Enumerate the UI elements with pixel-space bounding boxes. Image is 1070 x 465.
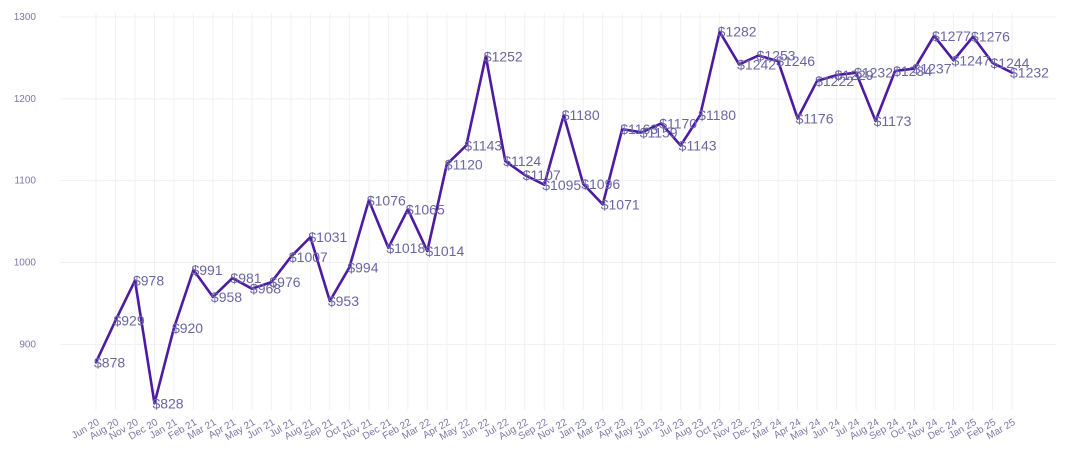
data-label: $1229: [835, 67, 874, 83]
data-label: $1170: [659, 115, 697, 131]
data-label: $1252: [484, 48, 523, 64]
data-label: $1180: [562, 107, 600, 123]
data-label: $1173: [874, 113, 912, 129]
data-label: $1282: [718, 24, 757, 40]
data-label: $1107: [523, 167, 561, 183]
data-label: $1242: [737, 56, 776, 72]
data-label: $878: [94, 354, 125, 370]
data-label: $1244: [991, 55, 1030, 71]
data-label: $1143: [464, 137, 502, 153]
horizontal-gridlines: [60, 16, 1056, 345]
data-label: $1120: [445, 156, 483, 172]
data-label: $1007: [289, 249, 328, 265]
vertical-gridlines: [95, 13, 1013, 410]
data-label: $1276: [971, 29, 1010, 45]
data-label: $1095: [542, 177, 581, 193]
y-tick-label: 1100: [14, 176, 36, 187]
data-label: $1237: [913, 61, 952, 77]
data-label: $1176: [796, 110, 834, 126]
data-label: $991: [191, 262, 222, 278]
data-label: $1018: [386, 240, 425, 256]
y-tick-label: 900: [19, 339, 36, 350]
data-label: $1234: [893, 63, 932, 79]
data-label: $968: [250, 281, 281, 297]
data-label: $1247: [952, 52, 991, 68]
data-label: $1253: [757, 47, 796, 63]
data-label: $1096: [581, 176, 620, 192]
data-label: $1180: [698, 107, 736, 123]
data-label: $981: [230, 270, 261, 286]
data-label: $978: [133, 273, 164, 289]
data-label: $1222: [815, 73, 854, 89]
data-label: $1124: [503, 153, 541, 169]
data-label: $929: [113, 313, 144, 329]
data-label: $1277: [932, 28, 971, 44]
data-label: $920: [172, 320, 203, 336]
y-tick-label: 1300: [14, 12, 37, 23]
data-label: $1071: [601, 196, 640, 212]
data-label: $1031: [308, 229, 347, 245]
data-label: $958: [211, 289, 242, 305]
data-label: $1232: [854, 65, 893, 81]
y-tick-label: 1200: [14, 94, 37, 105]
data-label: $976: [269, 274, 300, 290]
data-label: $1159: [640, 124, 678, 140]
data-label: $953: [328, 293, 359, 309]
y-axis-ticks: 900 1000 1100 1200 1300: [14, 12, 37, 350]
data-label: $1143: [679, 137, 717, 153]
data-label: $1232: [1010, 65, 1049, 81]
data-label: $1065: [406, 201, 445, 217]
data-label: $828: [152, 395, 183, 411]
y-tick-label: 1000: [14, 258, 37, 269]
data-labels: $878 $929 $978 $828 $920 $991 $958 $981$968$976…: [94, 24, 1049, 412]
data-label: $1246: [776, 53, 815, 69]
data-label: $1163: [620, 121, 658, 137]
series-line: [94, 30, 1014, 405]
data-label: $994: [347, 259, 378, 275]
data-label: $1014: [425, 243, 464, 259]
data-label: $1076: [367, 192, 406, 208]
